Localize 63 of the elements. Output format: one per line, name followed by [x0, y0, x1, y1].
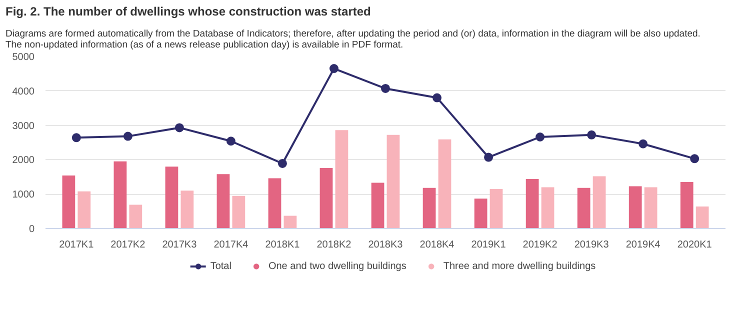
bar — [422, 188, 436, 228]
bar — [577, 188, 590, 228]
point — [72, 133, 81, 142]
bar — [386, 134, 400, 228]
x-tick-label: 2017K2 — [110, 240, 146, 250]
point — [432, 93, 442, 102]
bar — [541, 187, 554, 228]
y-tick-label: 2000 — [12, 155, 35, 166]
point — [329, 64, 338, 74]
bar — [268, 178, 282, 228]
x-tick-label: 2018K4 — [420, 240, 455, 250]
bar — [180, 190, 194, 228]
bar — [680, 182, 694, 228]
point — [638, 139, 648, 148]
bar — [335, 130, 348, 228]
point — [484, 152, 494, 162]
bar — [592, 176, 606, 228]
bar — [644, 187, 658, 228]
bar — [129, 204, 142, 228]
x-tick-label: 2018K3 — [368, 240, 404, 250]
chart-title: Fig. 2. The number of dwellings whose construction was started — [6, 4, 371, 18]
point — [174, 123, 184, 132]
point — [690, 154, 700, 164]
x-tick-label: 2017K3 — [162, 240, 198, 250]
bar — [490, 188, 503, 228]
point — [123, 132, 132, 141]
bar — [62, 176, 76, 228]
point — [587, 130, 596, 140]
x-tick-label: 2017K4 — [214, 240, 249, 250]
x-tick-label: 2018K1 — [265, 240, 300, 250]
x-tick-label: 2019K4 — [626, 240, 661, 250]
bar — [232, 196, 246, 228]
legend-label: One and two dwelling buildings — [268, 260, 406, 272]
bar — [474, 198, 488, 228]
legend-label: Total — [210, 260, 232, 272]
bar — [371, 182, 384, 228]
y-tick-label: 3000 — [12, 120, 35, 132]
y-tick-label: 1000 — [12, 190, 35, 201]
x-tick-label: 2017K1 — [59, 240, 94, 250]
y-tick-label: 4000 — [12, 86, 35, 98]
bar — [165, 166, 178, 228]
bar — [696, 206, 709, 228]
bar — [284, 216, 297, 228]
point — [226, 136, 236, 146]
bar — [114, 161, 127, 228]
x-tick-label: 2020K1 — [677, 240, 712, 250]
bar — [438, 139, 452, 228]
chart-subtitle: Diagrams are formed automatically from the Database of Indicators; therefore, after updating the period and (or) data, information in the diagram will be also updated. The non-updated information (as of a news release publication day) is available in PDF format. — [6, 28, 700, 50]
bar — [78, 191, 91, 228]
bar — [526, 178, 539, 228]
bar — [216, 174, 230, 228]
y-tick-label: 5000 — [12, 52, 35, 63]
point — [381, 84, 390, 93]
bar — [628, 186, 642, 228]
legend-label: Three and more dwelling buildings — [443, 260, 596, 272]
x-tick-label: 2019K1 — [471, 240, 506, 250]
x-tick-label: 2018K2 — [316, 240, 352, 250]
point — [536, 132, 545, 142]
point — [278, 158, 287, 168]
x-tick-label: 2019K3 — [574, 240, 610, 250]
y-tick-label: 0 — [28, 224, 35, 235]
x-tick-label: 2019K2 — [522, 240, 558, 250]
bar — [320, 168, 333, 228]
